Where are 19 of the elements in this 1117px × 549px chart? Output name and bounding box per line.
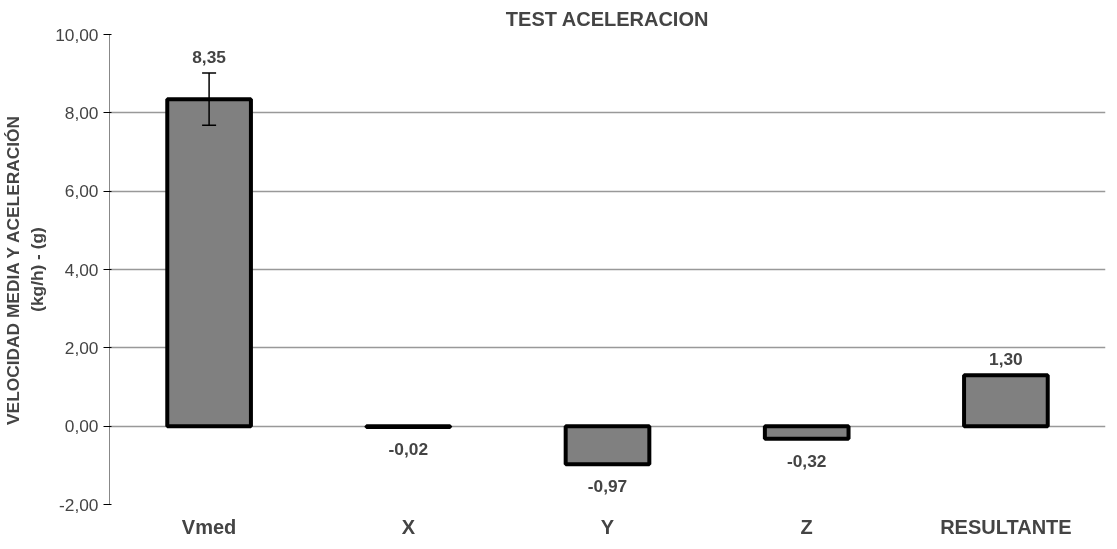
x-tick-label: Vmed: [181, 515, 237, 538]
y-tick-label: 0,00: [64, 416, 99, 437]
y-tick-label: 4,00: [64, 259, 99, 280]
chart-title: TEST ACELERACION: [505, 7, 709, 30]
y-tick-label: 10,00: [55, 24, 99, 45]
data-label: 8,35: [192, 46, 227, 67]
y-axis-title: VELOCIDAD MEDIA Y ACELERACIÓN (kg/h) - (g): [3, 115, 48, 425]
x-tick-label: RESULTANTE: [940, 515, 1072, 538]
y-tick-label: 2,00: [64, 337, 99, 358]
y-tick-label: 8,00: [64, 102, 99, 123]
y-tick-label: -2,00: [59, 494, 99, 515]
data-label: 1,30: [989, 349, 1023, 370]
data-label: -0,02: [388, 438, 429, 459]
x-tick-label: Z: [800, 515, 813, 538]
x-tick-label: X: [401, 515, 416, 538]
y-tick-label: 6,00: [64, 181, 99, 202]
x-tick-label: Y: [600, 515, 615, 538]
data-label: -0,32: [786, 450, 827, 471]
data-label: -0,97: [587, 476, 628, 497]
